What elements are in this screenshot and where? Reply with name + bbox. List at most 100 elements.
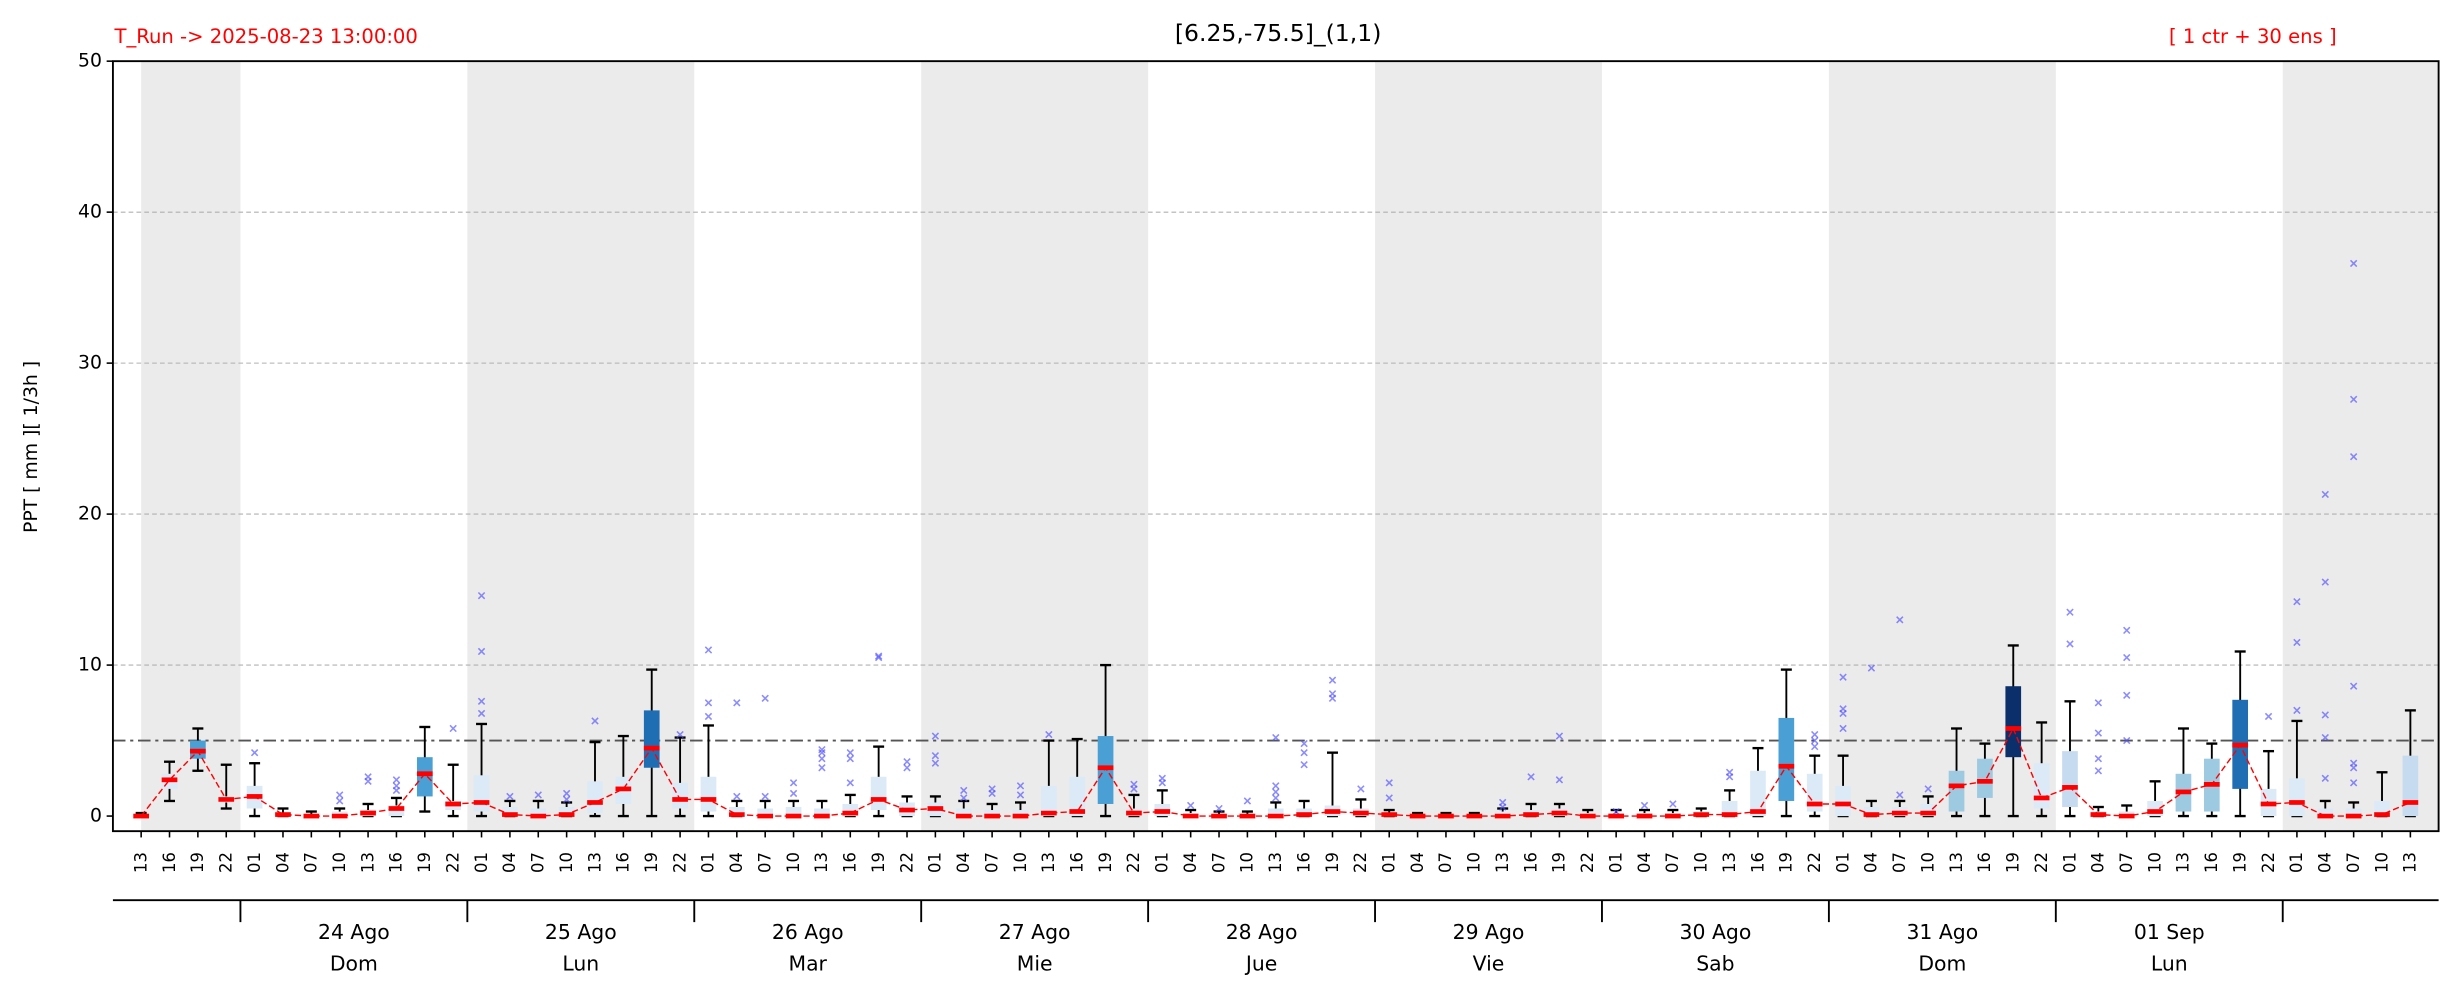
outlier: [1385, 779, 1393, 787]
outlier: [1328, 690, 1337, 698]
outlier: [1328, 676, 1337, 684]
outlier: [2349, 682, 2358, 690]
outlier: [1867, 664, 1876, 672]
x-tick-label: 10: [1011, 852, 1030, 873]
x-tick-label: 10: [330, 852, 349, 873]
box: [473, 775, 490, 812]
x-tick-label: 07: [1663, 852, 1682, 873]
outlier: [2349, 259, 2358, 268]
day-date: 27 Ago: [999, 920, 1071, 944]
outlier: [903, 758, 911, 766]
day-weekday: Mie: [1017, 951, 1053, 975]
x-tick-label: 07: [2344, 852, 2363, 873]
outlier: [1612, 807, 1620, 816]
outlier: [988, 785, 996, 793]
outlier: [2264, 712, 2273, 721]
x-tick-label: 04: [2316, 852, 2335, 873]
x-tick-label: 19: [2230, 852, 2249, 873]
day-weekday: Sab: [1696, 951, 1734, 975]
outlier: [1896, 791, 1904, 799]
box: [2345, 808, 2362, 817]
outlier: [1300, 748, 1308, 757]
outlier: [2321, 711, 2329, 719]
x-tick-label: 22: [443, 852, 462, 873]
outlier: [250, 748, 259, 757]
outlier: [931, 751, 940, 760]
outlier: [1669, 800, 1677, 808]
x-tick-label: 13: [1947, 852, 1966, 873]
x-tick-label: 16: [1975, 852, 1994, 873]
outlier: [477, 647, 486, 656]
x-tick-label: 04: [1862, 852, 1881, 873]
outlier: [818, 754, 826, 763]
box: [814, 808, 830, 817]
x-tick-label: 22: [2259, 852, 2278, 873]
day-date: 30 Ago: [1680, 920, 1752, 944]
day-date: 25 Ago: [545, 920, 617, 944]
x-tick-label: 13: [2174, 852, 2193, 873]
x-tick-label: 01: [2287, 852, 2306, 873]
x-tick-label: 22: [1351, 852, 1370, 873]
outlier: [2321, 733, 2329, 742]
box: [2005, 686, 2022, 758]
x-tick-label: 04: [2089, 852, 2108, 873]
outlier: [2349, 779, 2358, 787]
x-tick-label: 10: [1918, 852, 1937, 873]
box: [530, 808, 547, 817]
outlier: [449, 724, 457, 733]
x-tick-label: 07: [1436, 852, 1455, 873]
x-tick-label: 04: [273, 852, 292, 873]
box: [2289, 778, 2305, 817]
x-tick-label: 22: [1124, 852, 1143, 873]
outlier: [2123, 736, 2131, 745]
x-tick-label: 13: [131, 852, 150, 873]
x-tick-label: 22: [1578, 852, 1597, 873]
x-tick-label: 13: [1039, 852, 1058, 873]
outlier: [1839, 705, 1847, 713]
outlier: [903, 764, 911, 772]
x-tick-label: 07: [1209, 852, 1228, 873]
box: [1835, 785, 1851, 817]
x-tick-label: 01: [699, 852, 718, 873]
outlier: [2094, 754, 2103, 763]
outlier: [2349, 759, 2358, 767]
outlier: [1272, 794, 1280, 802]
box: [416, 757, 433, 797]
outlier: [336, 797, 344, 805]
day-date: 26 Ago: [772, 920, 844, 944]
outlier: [818, 764, 826, 772]
outlier: [1215, 804, 1223, 813]
box: [672, 782, 688, 809]
day-date: 31 Ago: [1906, 920, 1978, 944]
box: [1977, 758, 1993, 798]
day-weekday: Lun: [2151, 951, 2188, 975]
x-tick-label: 07: [2117, 852, 2136, 873]
outlier: [364, 773, 372, 781]
run-label: T_Run -> 2025-08-23 13:00:00: [113, 25, 417, 48]
day-date: 24 Ago: [318, 920, 390, 944]
y-tick-label: 10: [78, 655, 102, 676]
outlier: [2094, 729, 2103, 737]
outlier: [2066, 640, 2074, 648]
x-tick-label: 16: [1067, 852, 1086, 873]
box: [870, 776, 887, 811]
x-tick-label: 19: [1096, 852, 1115, 873]
x-tick-label: 10: [2372, 852, 2391, 873]
x-tick-label: 10: [1692, 852, 1711, 873]
x-tick-label: 22: [670, 852, 689, 873]
outlier: [2293, 706, 2301, 715]
box: [587, 781, 603, 814]
outlier: [2321, 578, 2329, 586]
outlier: [789, 779, 798, 787]
y-tick-label: 0: [90, 806, 102, 827]
y-tick-label: 50: [78, 51, 102, 72]
day-shade: [1375, 61, 1602, 832]
x-tick-label: 01: [926, 852, 945, 873]
outlier: [676, 730, 684, 739]
outlier: [2123, 626, 2131, 635]
day-date: 28 Ago: [1226, 920, 1298, 944]
day-shade: [141, 61, 241, 832]
outlier: [733, 792, 741, 801]
x-tick-label: 01: [245, 852, 264, 873]
